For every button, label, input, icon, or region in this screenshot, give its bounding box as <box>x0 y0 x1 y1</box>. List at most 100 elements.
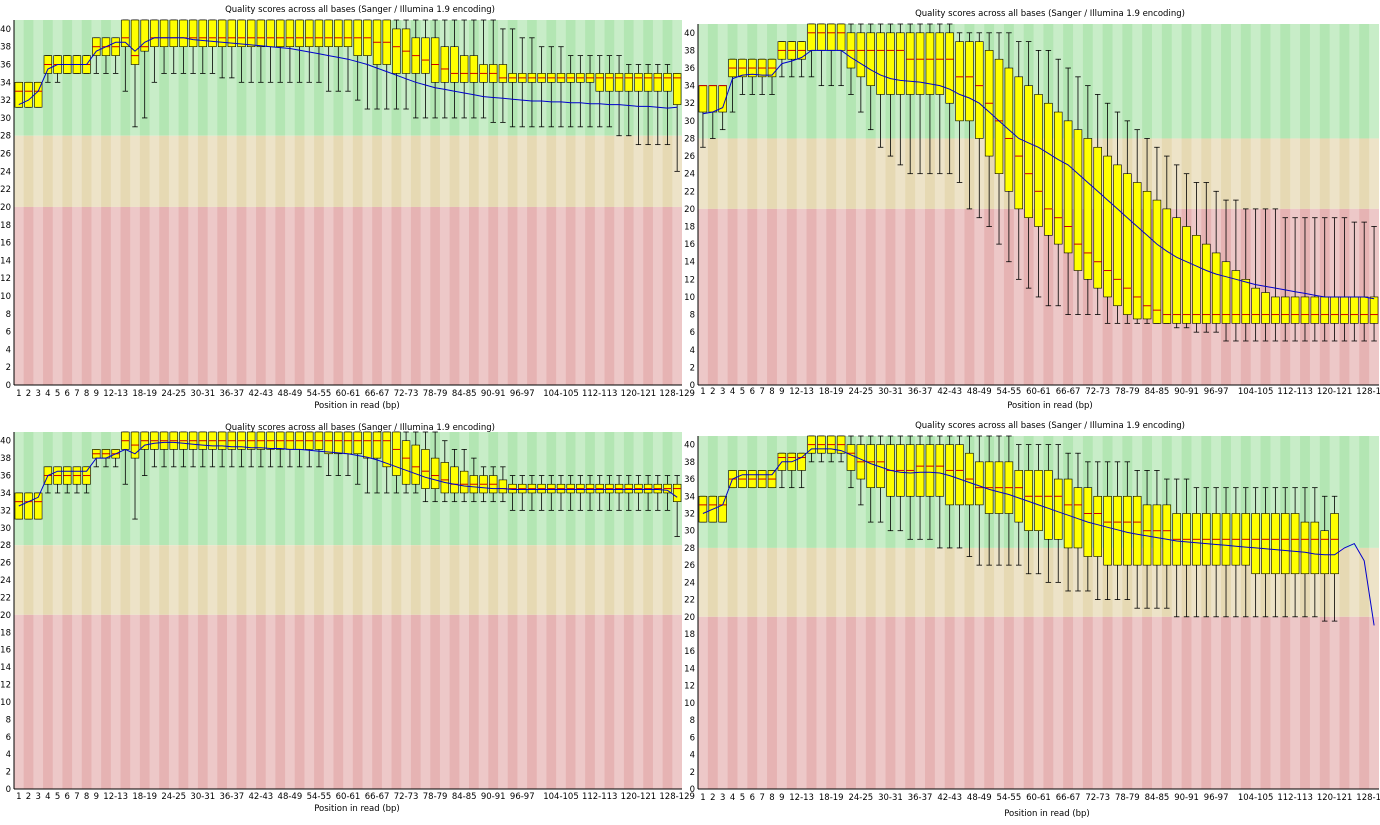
x-tick-label: 4 <box>45 792 50 802</box>
column-stripe <box>91 20 102 385</box>
chart-title: Quality scores across all bases (Sanger … <box>915 9 1185 19</box>
y-tick-label: 10 <box>0 292 11 302</box>
x-tick-label: 54-55 <box>307 792 332 802</box>
x-tick-label: 12-13 <box>103 792 128 802</box>
y-tick-label: 8 <box>6 310 11 320</box>
column-stripe <box>52 432 63 789</box>
x-tick-label: 96-97 <box>1204 793 1229 803</box>
quartile-box <box>1251 513 1260 575</box>
y-tick-label: 14 <box>684 664 695 674</box>
x-tick-label: 1 <box>16 389 21 399</box>
column-stripe <box>1073 436 1083 789</box>
column-stripe <box>816 436 827 789</box>
quartile-box <box>915 444 925 497</box>
column-stripe <box>737 24 748 385</box>
column-stripe <box>757 436 768 789</box>
column-stripe <box>652 20 663 385</box>
column-stripe <box>1349 24 1360 385</box>
y-tick-label: 16 <box>0 646 11 656</box>
x-tick-label: 7 <box>74 389 79 399</box>
column-stripe <box>130 20 140 385</box>
quartile-box <box>324 431 333 455</box>
x-tick-label: 1 <box>700 387 705 397</box>
quartile-box <box>1172 217 1181 324</box>
x-axis-label: Position in read (bp) <box>1007 401 1093 411</box>
quartile-box <box>401 440 411 485</box>
y-tick-label: 22 <box>0 185 11 195</box>
column-stripe <box>72 20 82 385</box>
x-axis-label: Position in read (bp) <box>1004 809 1090 819</box>
quartile-box <box>237 19 246 48</box>
column-stripe <box>459 432 470 789</box>
y-tick-label: 24 <box>684 578 695 588</box>
y-tick-label: 20 <box>684 205 695 215</box>
x-axis-label: Position in read (bp) <box>314 804 400 814</box>
quartile-box <box>343 431 353 455</box>
x-tick-label: 48-49 <box>278 792 303 802</box>
column-stripe <box>717 24 728 385</box>
x-tick-label: 12-13 <box>789 793 814 803</box>
chart-panel-top-right: Quality scores across all bases (Sanger … <box>684 0 1380 412</box>
quartile-box <box>672 483 682 502</box>
x-tick-label: 2 <box>26 792 31 802</box>
quartile-box <box>634 73 643 92</box>
column-stripe <box>459 20 470 385</box>
column-stripe <box>517 20 528 385</box>
y-tick-label: 22 <box>0 593 11 603</box>
x-tick-label: 48-49 <box>967 793 992 803</box>
column-stripe <box>285 432 295 789</box>
x-tick-label: 36-37 <box>908 793 933 803</box>
x-tick-label: 4 <box>45 389 50 399</box>
y-tick-label: 4 <box>690 346 695 356</box>
y-tick-label: 0 <box>6 785 11 795</box>
y-tick-label: 4 <box>690 751 695 761</box>
x-tick-label: 4 <box>730 387 735 397</box>
x-tick-label: 30-31 <box>190 792 215 802</box>
y-tick-label: 36 <box>684 64 695 74</box>
column-stripe <box>14 432 24 789</box>
quartile-box <box>353 431 362 455</box>
quartile-box <box>140 19 149 52</box>
quartile-box <box>1132 182 1142 320</box>
y-tick-label: 38 <box>0 454 11 464</box>
y-tick-label: 32 <box>684 99 695 109</box>
column-stripe <box>1152 436 1162 789</box>
x-tick-label: 8 <box>84 792 89 802</box>
quartile-box <box>698 85 708 113</box>
x-tick-label: 60-61 <box>1026 793 1051 803</box>
column-stripe <box>737 436 748 789</box>
quartile-box <box>343 19 353 48</box>
column-stripe <box>33 432 44 789</box>
quartile-box <box>1359 296 1369 324</box>
y-tick-label: 34 <box>684 82 695 92</box>
y-tick-label: 22 <box>684 187 695 197</box>
x-tick-label: 120-121 <box>621 389 657 399</box>
column-stripe <box>816 24 827 385</box>
quartile-box <box>1340 296 1349 324</box>
column-stripe <box>796 24 807 385</box>
quartile-box <box>826 23 836 51</box>
chart-title: Quality scores across all bases (Sanger … <box>225 5 495 15</box>
x-tick-label: 30-31 <box>878 793 903 803</box>
column-stripe <box>556 432 566 789</box>
quartile-box <box>1271 513 1280 575</box>
chart-title: Quality scores across all bases (Sanger … <box>225 423 495 433</box>
y-tick-label: 28 <box>684 134 695 144</box>
y-tick-label: 36 <box>0 61 11 71</box>
x-tick-label: 42-43 <box>937 387 962 397</box>
quality-band <box>698 616 1379 789</box>
quartile-box <box>605 73 614 92</box>
y-tick-label: 34 <box>0 489 11 499</box>
column-stripe <box>265 432 276 789</box>
quartile-box <box>314 19 324 48</box>
quartile-box <box>698 495 708 523</box>
column-stripe <box>149 432 160 789</box>
column-stripe <box>915 24 925 385</box>
y-tick-label: 10 <box>0 698 11 708</box>
x-tick-label: 1 <box>16 792 21 802</box>
y-tick-label: 6 <box>6 328 11 338</box>
y-tick-label: 2 <box>6 768 11 778</box>
column-stripe <box>362 20 373 385</box>
column-stripe <box>498 432 508 789</box>
x-tick-label: 9 <box>779 387 784 397</box>
